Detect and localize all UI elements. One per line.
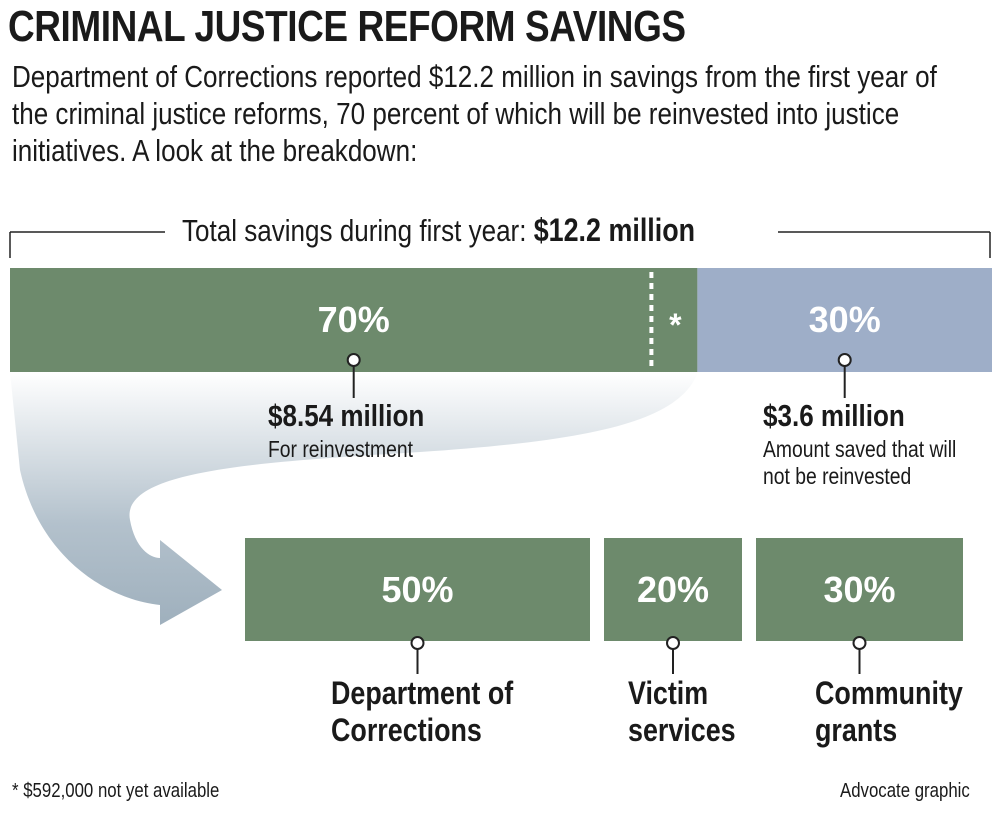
split-note: For reinvestment [267,436,413,462]
reinvestment-percent: 30% [823,569,895,610]
reinvestment-name: Department of Corrections [330,675,513,748]
split-percent: 30% [809,299,881,340]
total-label: Total savings during first year: [182,213,527,248]
leader-dot [410,636,425,650]
intro: Department of Corrections reported $12.2… [12,59,937,168]
reinvestment-bar [604,538,742,641]
reinvestment-bar [245,538,590,641]
flow-arrow [10,372,698,625]
leader-dot [666,636,680,650]
reinvestment-percent: 20% [637,569,709,610]
title: CRIMINAL JUSTICE REFORM SAVINGS [8,2,686,51]
footnote: * $592,000 not yet available [12,780,220,802]
reinvestment-name: Victim services [628,675,736,748]
reinvestment-name: Community grants [814,675,963,748]
total: Total savings during first year: $12.2 m… [182,212,695,249]
credit: Advocate graphic [840,780,970,802]
reinvestment-bar [756,538,963,641]
split-note: Amount saved that will not be reinvested [762,436,956,489]
reinvestment-percent: 50% [381,569,453,610]
split-percent: 70% [318,299,390,340]
leader-dot [346,353,361,367]
total-amount: $12.2 million [533,212,696,248]
unavailable-marker: * [669,307,682,343]
leader-dot [852,636,867,650]
total-bracket [9,231,991,258]
leader-dot [837,353,852,367]
split-amount: $8.54 million [267,398,424,433]
split-amount: $3.6 million [762,398,905,433]
